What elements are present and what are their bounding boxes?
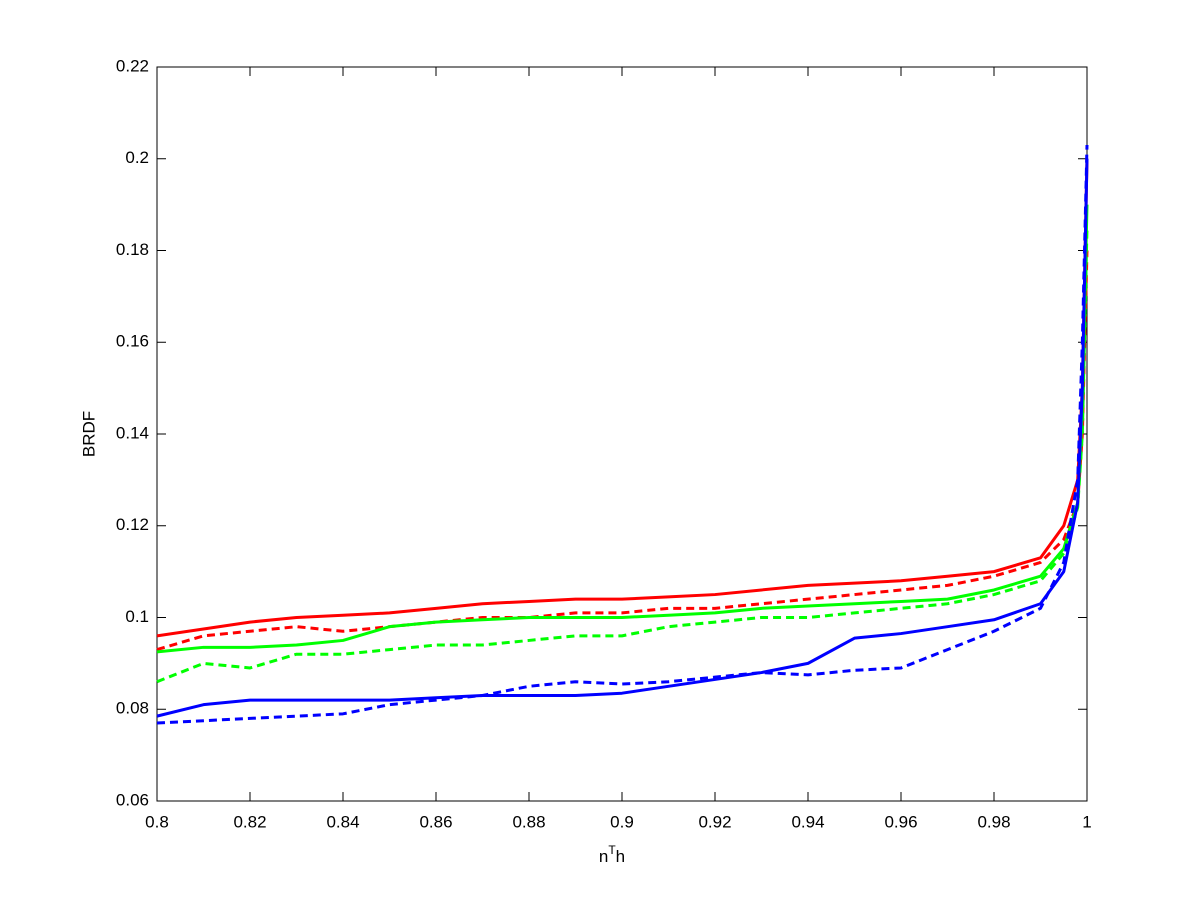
x-tick-label: 0.8 [145, 812, 169, 831]
series-line [156, 250, 1089, 652]
series-line [156, 227, 1089, 684]
x-tick-label: 0.88 [512, 812, 545, 831]
y-tick-label: 0.16 [116, 332, 149, 351]
y-tick-label: 0.14 [116, 423, 149, 442]
x-axis-label: nTh [599, 843, 625, 866]
series-line [156, 144, 1089, 725]
y-tick-label: 0.2 [125, 148, 149, 167]
x-tick-label: 0.86 [419, 812, 452, 831]
x-tick-label: 0.96 [884, 812, 917, 831]
y-tick-label: 0.06 [116, 790, 149, 809]
x-tick-label: 0.94 [791, 812, 824, 831]
x-tick-label: 0.92 [698, 812, 731, 831]
x-tick-label: 0.84 [326, 812, 359, 831]
x-axis-label-base: n [599, 847, 608, 866]
axes-box [156, 66, 1088, 802]
y-tick-label: 0.18 [116, 240, 149, 259]
y-tick-label: 0.22 [116, 56, 149, 75]
x-axis-label-sup: T [608, 843, 616, 857]
y-tick-label: 0.08 [116, 699, 149, 718]
y-axis-label: BRDF [79, 411, 98, 457]
x-tick-label: 1 [1082, 812, 1091, 831]
series-line [156, 158, 1089, 638]
x-tick-label: 0.98 [977, 812, 1010, 831]
x-axis-label-tail: h [616, 847, 625, 866]
y-tick-label: 0.12 [116, 515, 149, 534]
y-tick-label: 0.1 [125, 607, 149, 626]
series-line [156, 204, 1089, 654]
x-tick-label: 0.9 [610, 812, 634, 831]
x-tick-label: 0.82 [233, 812, 266, 831]
